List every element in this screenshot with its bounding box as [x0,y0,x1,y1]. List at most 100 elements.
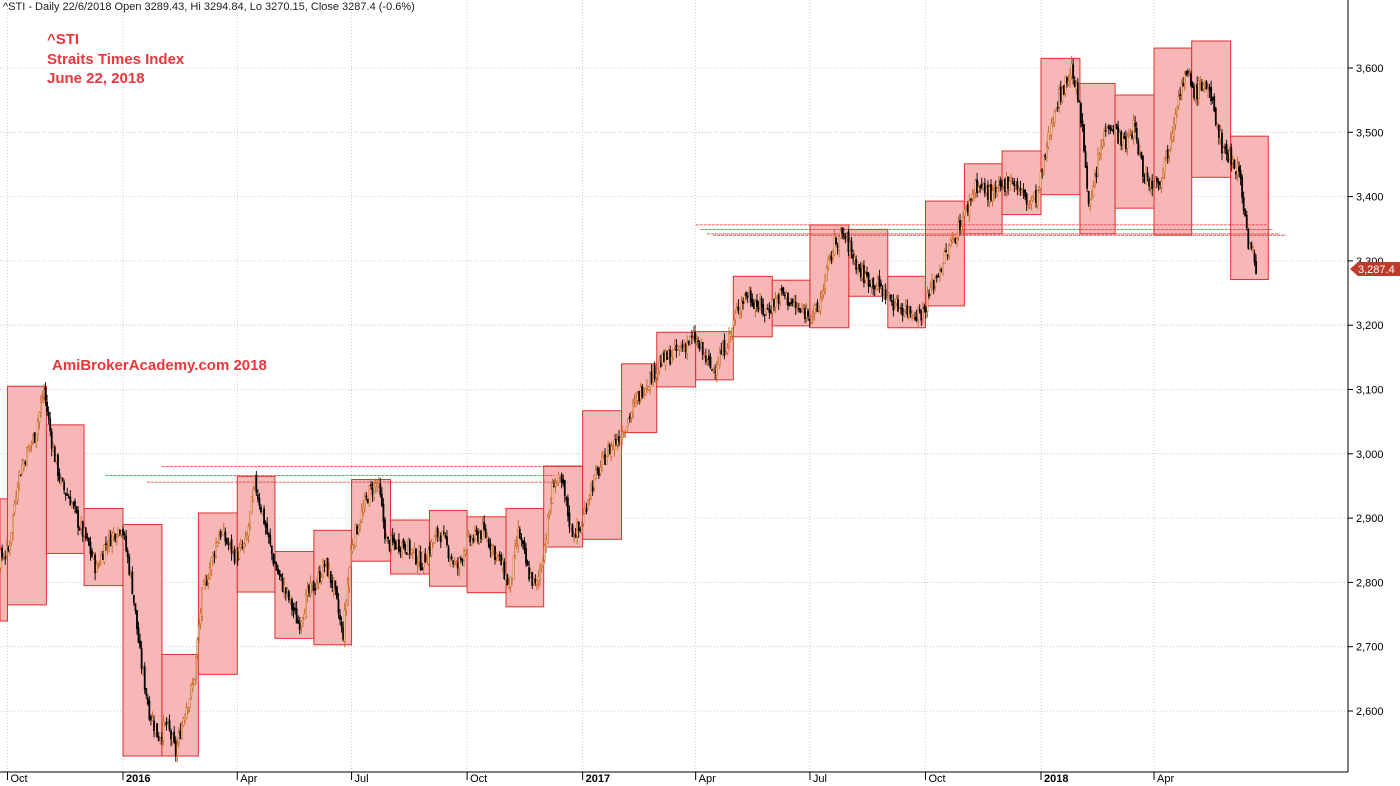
candle-body [574,534,577,538]
candle-body [585,508,588,512]
candle-body [29,445,31,448]
candle-body [633,399,636,402]
candle-body [833,235,836,255]
candle-body [791,299,794,304]
candle-body [1231,159,1234,163]
candle-body [5,544,8,556]
candle-body [799,308,802,313]
candle-body [897,299,899,312]
monthly-range-boxes [0,40,1269,757]
candle-body [187,707,190,711]
candle-body [243,542,245,548]
candle-body [1121,134,1124,145]
candle-body [593,475,596,489]
candle-body [721,342,724,356]
candle-body [901,308,904,316]
candle-body [509,576,512,588]
candle-body [667,350,670,358]
candle-body [1152,188,1155,190]
candle-body [255,474,258,493]
candle-body [625,425,628,433]
candle-body [1093,175,1096,186]
x-tick-label: Jul [355,773,369,785]
candle-body [591,486,594,492]
candle-body [1199,82,1202,85]
candle-body [940,268,943,272]
candle-body [1024,189,1027,198]
candle-body [252,488,255,501]
candle-body [456,563,459,569]
candle-body [811,314,814,318]
candle-body [360,510,363,522]
candle-body [453,561,456,565]
candle-body [346,583,349,605]
candle-body [845,234,848,237]
candle-body [621,431,624,440]
candle-body [353,544,355,547]
candle-body [153,720,155,732]
candle-body [873,285,876,290]
candle-body [467,533,470,536]
candle-body [154,726,157,735]
candle-body [422,551,425,568]
candle-body [690,335,693,338]
candle-body [852,254,854,260]
candle-body [666,351,668,360]
candle-body [415,548,417,565]
candle-body [797,307,800,310]
candle-body [1196,83,1199,100]
x-tick-label: Apr [1157,773,1174,785]
candle-body [500,554,503,566]
candle-body [652,364,655,385]
candle-body [956,238,958,243]
candle-body [1111,129,1113,131]
candle-body [89,542,92,554]
candle-body [308,585,310,593]
candle-body [619,437,622,444]
candle-body [1171,133,1174,141]
candle-body [1041,169,1044,172]
candle-body [390,535,393,550]
candle-body [1134,122,1137,127]
candle-body [270,545,273,554]
candle-body [146,697,149,705]
candle-body [55,455,58,463]
candle-body [708,355,710,360]
candle-body [752,302,755,309]
candle-body [545,539,548,549]
candle-body [354,524,357,547]
x-tick-label: 2018 [1044,773,1068,785]
candle-body [489,543,492,551]
candle-body [883,286,885,298]
candle-body [173,731,176,743]
candle-body [501,559,504,569]
candle-body [622,434,625,436]
candle-body [452,560,455,565]
ticker-annotation: ^STI [47,31,79,48]
candle-body [551,482,554,504]
candle-body [115,537,118,543]
candle-body [47,411,50,419]
candle-body [349,549,352,567]
candle-body [935,276,938,278]
candle-body [511,577,513,580]
candle-body [768,309,771,313]
candle-body [895,298,898,304]
candle-body [41,397,44,400]
candle-body [1067,80,1070,85]
candle-body [461,559,464,561]
candle-body [1010,180,1013,182]
candle-body [229,541,231,544]
candle-body [1204,82,1206,87]
candle-body [638,390,641,402]
candle-body [672,348,675,359]
candle-body [921,308,924,319]
candle-body [613,439,616,450]
candle-body [1042,155,1045,174]
last-price-tag-shape [1350,262,1400,277]
candle-body [480,530,482,539]
candle-body [1112,129,1115,133]
candle-body [91,550,93,558]
candle-body [534,578,537,584]
candle-body [994,186,997,193]
